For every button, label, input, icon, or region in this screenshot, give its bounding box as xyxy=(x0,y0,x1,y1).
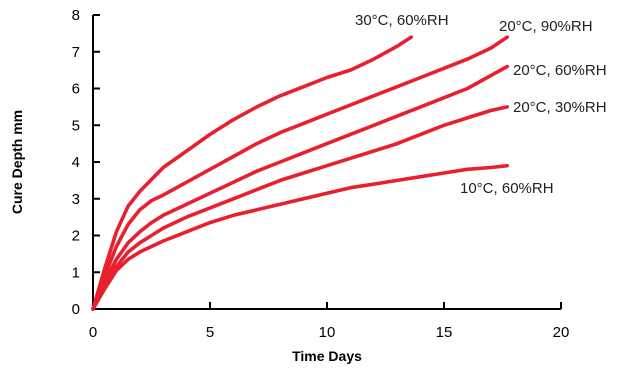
x-axis-title: Time Days xyxy=(292,348,362,364)
series-line-1 xyxy=(91,35,509,311)
y-axis-title: Cure Depth mm xyxy=(9,110,25,214)
x-tick-label: 0 xyxy=(89,324,97,341)
series-label-0: 30°C, 60%RH xyxy=(355,12,449,29)
y-tick-label: 2 xyxy=(72,228,80,245)
axes: 0 5 10 15 20 0 1 2 3 4 5 6 7 8 xyxy=(72,7,570,341)
y-tick-label: 5 xyxy=(72,117,80,134)
series-label-2: 20°C, 60%RH xyxy=(513,62,607,79)
series-labels: 30°C, 60%RH 20°C, 90%RH 20°C, 60%RH 20°C, 3… xyxy=(355,12,607,197)
series-label-4: 10°C, 60%RH xyxy=(460,180,554,197)
series-line-3 xyxy=(91,105,509,311)
series-lines xyxy=(91,35,509,311)
y-tick-label: 1 xyxy=(72,264,80,281)
y-tick-label: 4 xyxy=(72,154,80,171)
y-tick-label: 7 xyxy=(72,44,80,61)
y-tick-label: 3 xyxy=(72,191,80,208)
x-tick-label: 10 xyxy=(319,324,336,341)
series-label-3: 20°C, 30%RH xyxy=(513,99,607,116)
y-tick-label: 8 xyxy=(72,7,80,24)
x-tick-label: 5 xyxy=(206,324,214,341)
y-tick-label: 0 xyxy=(72,301,80,318)
x-tick-label: 15 xyxy=(436,324,453,341)
series-line-4 xyxy=(91,163,509,311)
series-line-0 xyxy=(91,35,413,311)
y-tick-label: 6 xyxy=(72,81,80,98)
series-line-2 xyxy=(91,64,509,311)
x-tick-label: 20 xyxy=(553,324,570,341)
series-label-1: 20°C, 90%RH xyxy=(499,18,593,35)
